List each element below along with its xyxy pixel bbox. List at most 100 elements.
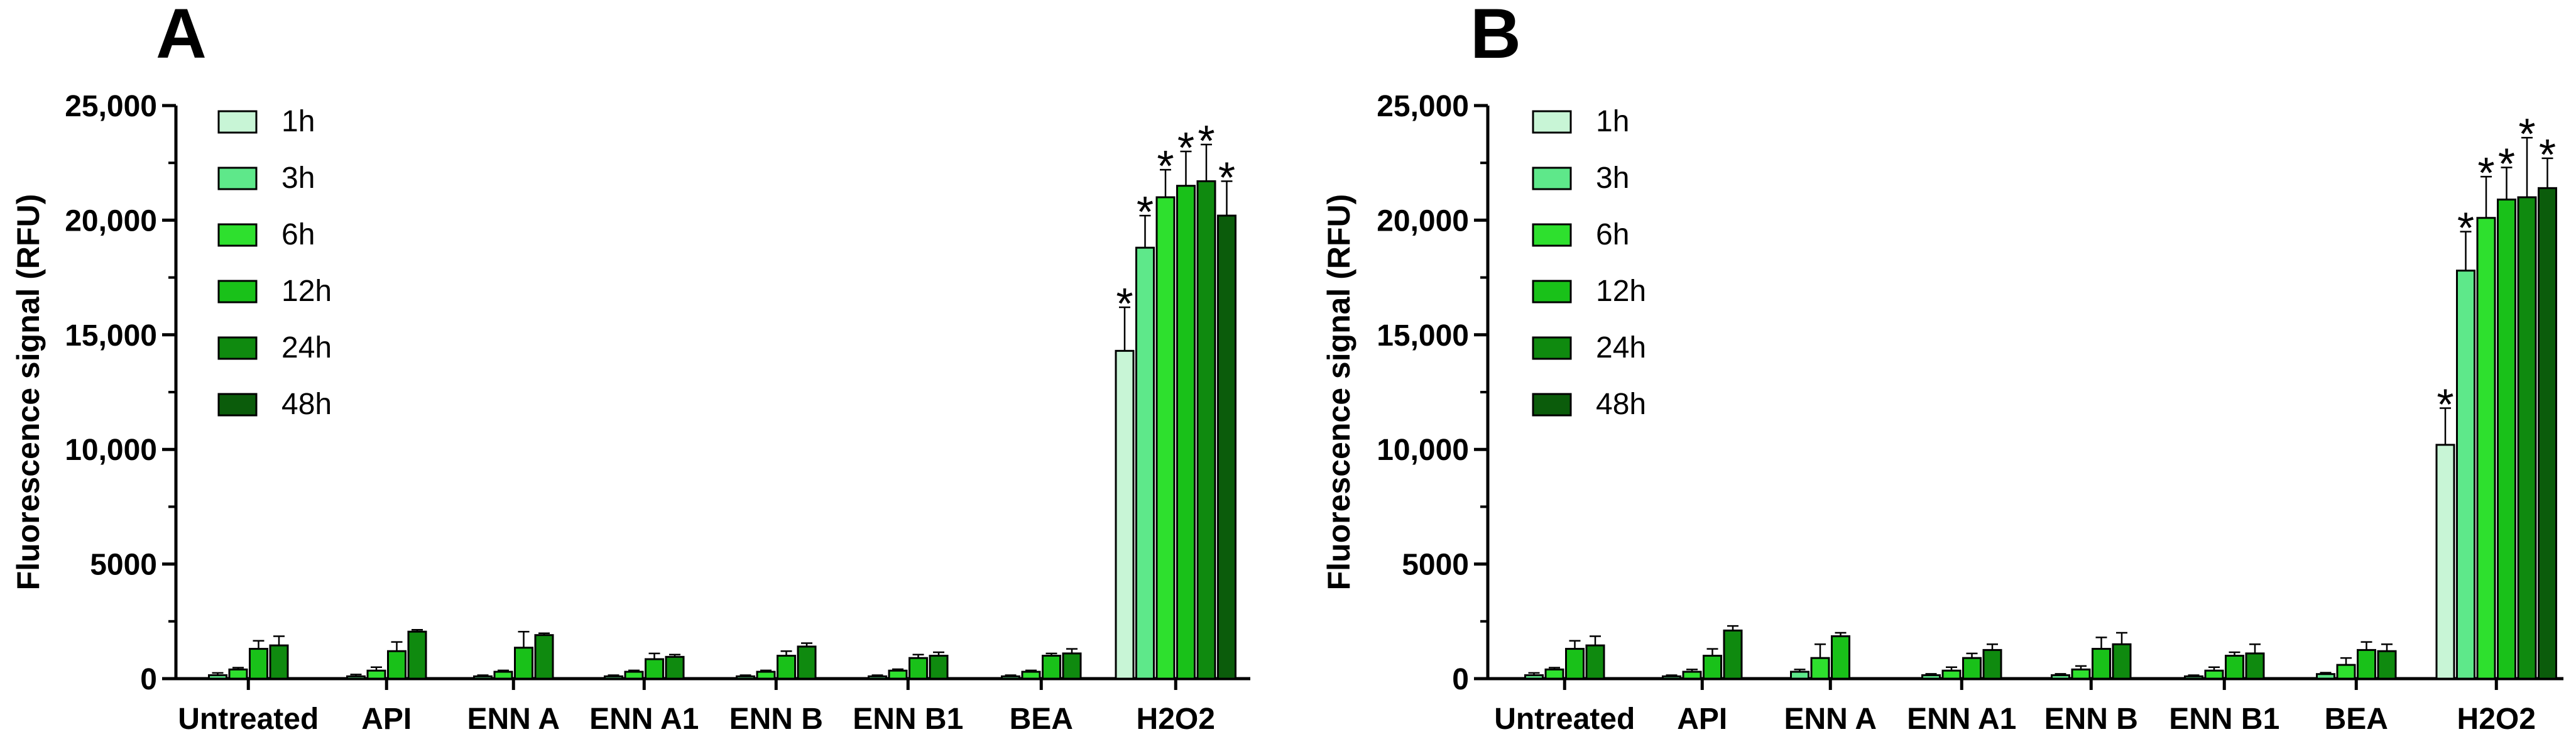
legend-swatch-48h — [1532, 393, 1572, 417]
legend-label: 48h — [1596, 388, 1646, 421]
bar-3h-enn-b1 — [2184, 675, 2203, 680]
bar-6h-enn-a1 — [1941, 669, 1962, 680]
legend-swatch-1h — [217, 110, 258, 134]
bar-12h-bea — [2357, 648, 2376, 680]
panel-label: A — [156, 0, 207, 73]
significance-star: * — [1177, 123, 1194, 172]
legend-swatch-12h — [1532, 280, 1572, 304]
bar-6h-api — [1682, 670, 1702, 680]
bar-6h-untreated — [1544, 668, 1564, 680]
category-label: ENN B — [2044, 703, 2138, 736]
legend-swatch-1h — [1532, 110, 1572, 134]
bar-12h-enn-a1 — [1962, 657, 1982, 680]
significance-star: * — [2498, 139, 2515, 188]
panel-a: A 0 5000 10,000 15,000 20,000 25,000 Fluorescen… — [11, 0, 1250, 736]
bar-12h-api — [387, 650, 407, 680]
panel-label: B — [1470, 0, 1521, 73]
legend-label: 3h — [281, 161, 315, 195]
bar-24h-enn-a — [534, 634, 554, 680]
bar-48h-h2o2 — [2538, 187, 2557, 680]
bar-1h-h2o2 — [1115, 349, 1135, 680]
category-label: H2O2 — [2457, 703, 2536, 736]
bar-12h-untreated — [249, 648, 268, 680]
bar-12h-enn-a1 — [645, 658, 664, 680]
bar-24h-h2o2 — [1196, 180, 1216, 680]
bar-6h-enn-a1 — [624, 670, 644, 680]
legend-swatch-6h — [217, 223, 258, 247]
bar-24h-enn-b1 — [929, 655, 949, 680]
bar-3h-enn-a — [1790, 670, 1809, 680]
bar-24h-api — [1723, 629, 1743, 680]
category-label: ENN B1 — [2169, 703, 2279, 736]
bar-6h-untreated — [228, 668, 248, 680]
bar-12h-bea — [1042, 655, 1061, 680]
bar-12h-enn-b — [777, 655, 796, 680]
bar-6h-enn-b — [2071, 668, 2091, 680]
y-tick-label: 10,000 — [1377, 434, 1469, 467]
significance-star: * — [1157, 141, 1174, 190]
bar-6h-bea — [2336, 664, 2356, 680]
significance-star: * — [2539, 130, 2556, 179]
significance-star: * — [2457, 204, 2474, 253]
bar-24h-enn-a1 — [1982, 648, 2002, 680]
legend-label: 6h — [1596, 218, 1629, 251]
panel-b: B 0 5000 10,000 15,000 20,000 25,000 Fluorescen… — [1321, 0, 2563, 736]
category-label: ENN A — [1784, 703, 1877, 736]
significance-star: * — [2518, 109, 2535, 158]
bar-3h-api — [346, 675, 366, 680]
category-label: H2O2 — [1137, 703, 1215, 736]
category-label: Untreated — [178, 703, 319, 736]
bar-6h-bea — [1021, 670, 1041, 680]
significance-star: * — [1198, 116, 1214, 165]
bar-24h-enn-b1 — [2245, 652, 2265, 680]
bar-24h-enn-a1 — [665, 655, 685, 680]
y-axis-label: Fluorescence signal (RFU) — [11, 194, 46, 591]
category-label: API — [361, 703, 412, 736]
legend-swatch-12h — [217, 280, 258, 304]
category-label: ENN A1 — [1907, 703, 2016, 736]
y-axis-label: Fluorescence signal (RFU) — [1321, 194, 1356, 591]
bar-6h-enn-a — [493, 670, 513, 680]
legend-label: 12h — [1596, 275, 1646, 308]
category-label: API — [1677, 703, 1727, 736]
bar-24h-h2o2 — [2517, 196, 2537, 680]
bar-48h-h2o2 — [1217, 214, 1236, 680]
bar-6h-enn-b1 — [2204, 669, 2224, 680]
significance-star: * — [2477, 148, 2494, 197]
bar-3h-enn-b1 — [868, 675, 887, 680]
legend-label: 12h — [281, 275, 332, 308]
bar-6h-enn-b — [756, 670, 776, 680]
bar-6h-enn-a — [1810, 657, 1830, 680]
legend-label: 24h — [1596, 331, 1646, 364]
bar-12h-enn-a — [514, 647, 533, 680]
legend-swatch-48h — [217, 393, 258, 417]
bar-6h-enn-b1 — [888, 669, 908, 680]
bar-6h-h2o2 — [1155, 196, 1176, 680]
significance-star: * — [1116, 279, 1133, 328]
bar-3h-untreated — [1524, 674, 1544, 680]
y-tick-label: 20,000 — [65, 204, 157, 238]
y-tick-label: 15,000 — [65, 319, 157, 353]
significance-star: * — [2437, 380, 2453, 429]
y-tick-label: 5000 — [90, 549, 157, 582]
category-label: BEA — [2325, 703, 2388, 736]
category-label: BEA — [1010, 703, 1073, 736]
bar-24h-untreated — [269, 644, 289, 680]
y-tick-label: 25,000 — [65, 90, 157, 123]
bar-3h-h2o2 — [1135, 246, 1155, 680]
bar-3h-enn-a — [473, 675, 493, 680]
bar-24h-api — [407, 630, 427, 680]
category-label: ENN B1 — [853, 703, 963, 736]
bar-12h-enn-b1 — [909, 657, 928, 680]
bar-3h-bea — [2316, 673, 2335, 680]
y-tick-label: 5000 — [1402, 549, 1469, 582]
bar-12h-h2o2 — [2497, 199, 2516, 680]
y-tick-label: 10,000 — [65, 434, 157, 467]
bar-12h-api — [1703, 655, 1722, 680]
bar-3h-untreated — [208, 674, 227, 680]
bar-12h-enn-a — [1831, 635, 1850, 680]
legend-swatch-24h — [1532, 336, 1572, 360]
bar-24h-enn-b — [797, 645, 817, 680]
legend-label: 6h — [281, 218, 315, 251]
legend-label: 3h — [1596, 161, 1629, 195]
